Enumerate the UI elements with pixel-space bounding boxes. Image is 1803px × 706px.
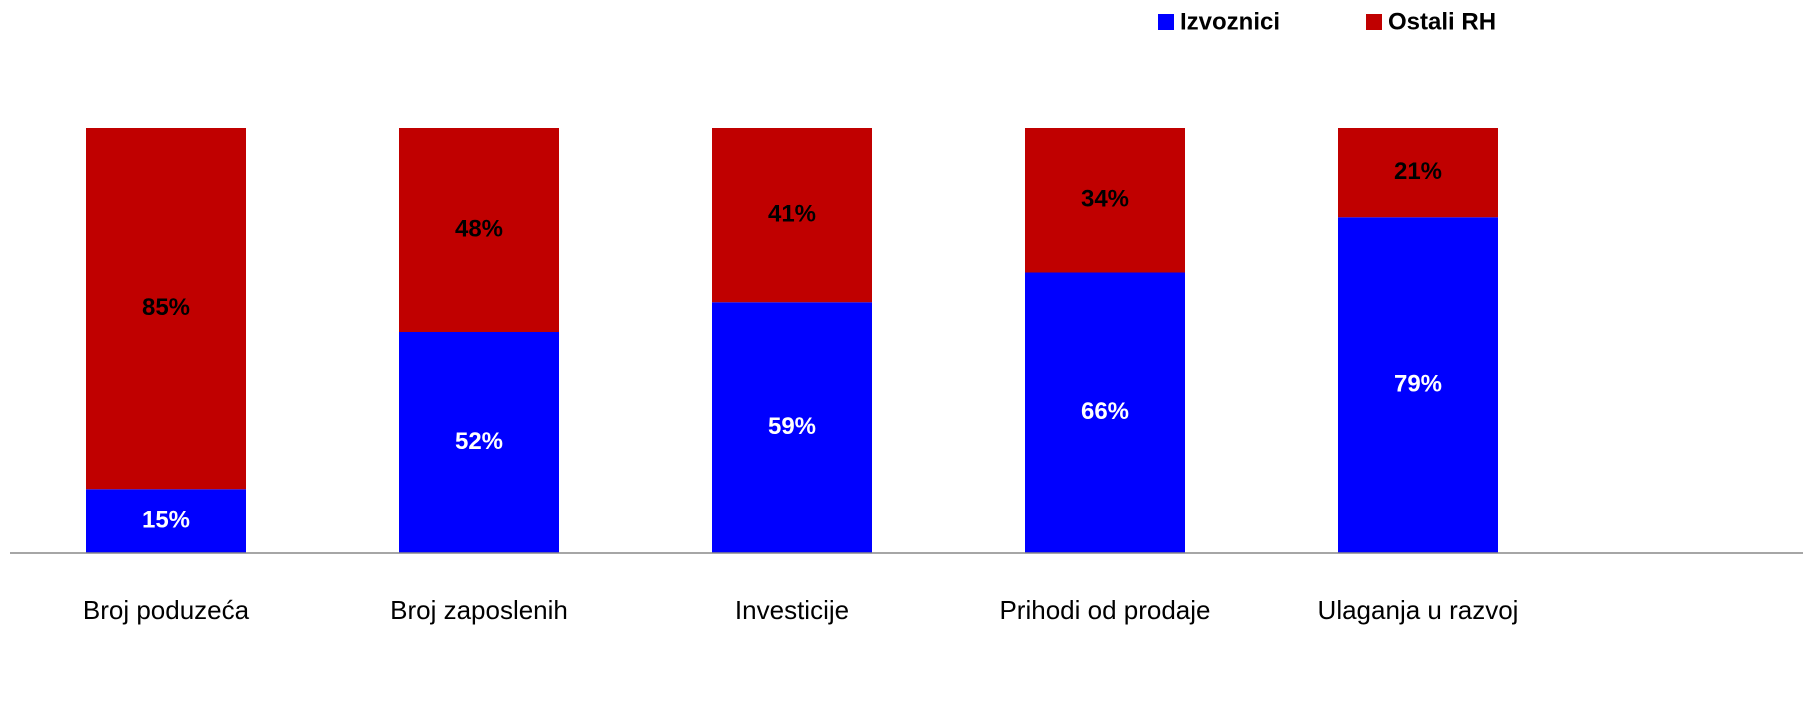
legend-label: Izvoznici [1180,8,1280,35]
bar-segment [1025,128,1185,273]
legend-swatch [1158,14,1174,30]
data-label: 66% [1081,398,1129,425]
data-label: 21% [1394,158,1442,185]
data-label: 48% [455,215,503,242]
x-tick-label: Broj poduzeća [83,595,250,625]
bar-segment [712,302,872,553]
data-label: 15% [142,506,190,533]
data-label: 34% [1081,186,1129,213]
x-tick-label: Investicije [735,595,849,625]
legend-label: Ostali RH [1388,8,1496,35]
bar-segment [1338,128,1498,218]
data-label: 79% [1394,370,1442,397]
bar-segment [86,128,246,490]
data-label: 59% [768,413,816,440]
x-tick-label: Broj zaposlenih [390,595,568,625]
bar-segment [399,332,559,553]
bar-segment [1025,272,1185,553]
x-tick-label: Prihodi od prodaje [999,595,1210,625]
data-label: 52% [455,428,503,455]
bar-segment [1338,217,1498,553]
data-label: 85% [142,294,190,321]
data-label: 41% [768,200,816,227]
bar-segment [86,489,246,553]
legend-swatch [1366,14,1382,30]
bar-segment [712,128,872,303]
x-tick-label: Ulaganja u razvoj [1318,595,1519,625]
bar-segment [399,128,559,332]
